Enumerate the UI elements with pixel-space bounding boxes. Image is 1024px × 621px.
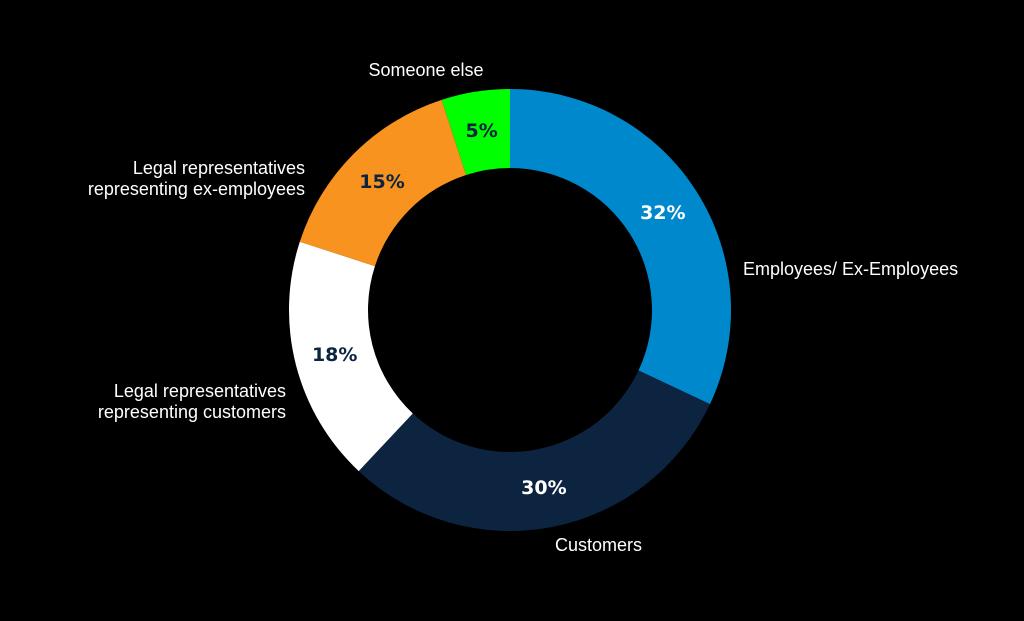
slice-value-legal-representatives-representing-customers: 18% <box>312 344 357 366</box>
category-label-someone-else: Someone else <box>368 60 483 80</box>
category-label-line: Customers <box>555 535 642 555</box>
category-label-line: Employees/ Ex-Employees <box>743 259 958 279</box>
category-label-line: Legal representatives <box>114 381 286 401</box>
category-label-line: Legal representatives <box>133 158 305 178</box>
slice-employees-ex-employees <box>510 89 731 405</box>
slice-someone-else <box>441 89 510 175</box>
donut-slices <box>289 89 731 532</box>
category-label-employees-ex-employees: Employees/ Ex-Employees <box>743 259 958 279</box>
category-label-line: representing customers <box>98 402 286 422</box>
slice-legal-representatives-representing-ex-employees <box>299 99 467 267</box>
slice-value-labels: 32% 30% 18% 15% 5% <box>312 120 686 499</box>
category-label-customers: Customers <box>555 535 642 555</box>
category-label-legal-representatives-representing-customers: Legal representatives representing custom… <box>98 381 286 422</box>
slice-legal-representatives-representing-customers <box>289 241 413 472</box>
slice-value-someone-else: 5% <box>466 120 498 142</box>
slice-value-legal-representatives-representing-ex-employees: 15% <box>359 171 404 193</box>
slice-value-employees-ex-employees: 32% <box>640 202 685 224</box>
category-label-legal-representatives-representing-ex-employees: Legal representatives representing ex-emp… <box>88 158 305 199</box>
category-label-line: representing ex-employees <box>88 179 305 199</box>
slice-value-customers: 30% <box>521 477 566 499</box>
category-label-line: Someone else <box>368 60 483 80</box>
category-labels: Employees/ Ex-Employees Customers Legal re… <box>88 60 958 555</box>
slice-customers <box>358 370 710 532</box>
